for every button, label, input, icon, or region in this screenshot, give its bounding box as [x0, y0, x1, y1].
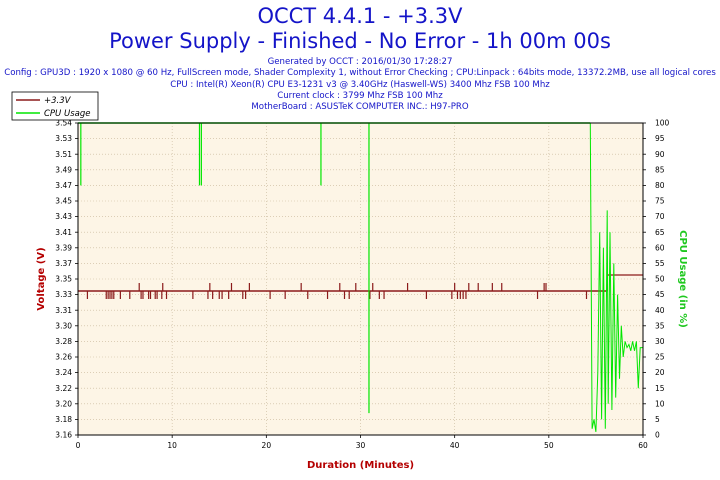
y-axis-label: Voltage (V): [36, 247, 47, 310]
legend-box: [11, 91, 99, 121]
y2-tick-label: 25: [655, 353, 665, 362]
y-tick-label: 3.18: [55, 415, 72, 424]
x-tick-label: 50: [544, 441, 554, 450]
y-tick-label: 3.20: [55, 399, 72, 408]
y-tick-label: 3.54: [55, 119, 72, 128]
y2-tick-label: 10: [655, 399, 665, 408]
y-tick-label: 3.41: [55, 228, 72, 237]
series-voltage: [78, 274, 643, 299]
y-tick-label: 3.39: [55, 243, 72, 252]
y-tick-label: 3.22: [55, 384, 72, 393]
y2-tick-label: 30: [655, 337, 665, 346]
y2-tick-label: 90: [655, 150, 665, 159]
y-tick-label: 3.51: [55, 150, 72, 159]
x-tick-label: 0: [76, 441, 81, 450]
y2-tick-label: 70: [655, 212, 665, 221]
y-tick-label: 3.24: [55, 368, 72, 377]
legend: +3.3V CPU Usage: [11, 91, 99, 121]
y-tick-label: 3.31: [55, 306, 72, 315]
y-tick-label: 3.43: [55, 212, 72, 221]
y2-tick-label: 60: [655, 243, 665, 252]
y-tick-label: 3.26: [55, 353, 72, 362]
cpu-end-noise: [589, 122, 643, 432]
y2-tick-label: 85: [655, 165, 665, 174]
y2-tick-label: 95: [655, 134, 665, 143]
x-tick-label: 60: [638, 441, 648, 450]
info-clock: Current clock : 3799 Mhz FSB 100 Mhz: [277, 91, 443, 101]
y2-tick-label: 55: [655, 259, 665, 268]
y-tick-label: 3.28: [55, 337, 72, 346]
y-tick-label: 3.30: [55, 321, 72, 330]
tick-labels: 0 10 20 30 40 50 603.163.183.203.223.243.263.2…: [55, 119, 669, 450]
y-tick-label: 3.35: [55, 275, 72, 284]
y2-tick-label: 65: [655, 228, 665, 237]
x-tick-label: 10: [167, 441, 177, 450]
y2-axis-label: CPU Usage (in %): [677, 230, 688, 328]
grid: [77, 122, 644, 436]
y-tick-label: 3.47: [55, 181, 72, 190]
y-tick-label: 3.37: [55, 259, 72, 268]
info-motherboard: MotherBoard : ASUSTeK COMPUTER INC.: H97…: [251, 102, 469, 112]
y2-tick-label: 100: [655, 119, 670, 128]
y-tick-label: 3.45: [55, 197, 72, 206]
info-cpu: CPU : Intel(R) Xeon(R) CPU E3-1231 v3 @ …: [170, 80, 550, 90]
y2-tick-label: 20: [655, 368, 665, 377]
y2-tick-label: 80: [655, 181, 665, 190]
chart-title: OCCT 4.4.1 - +3.3V: [257, 4, 463, 28]
y2-tick-label: 0: [655, 431, 660, 440]
y2-tick-label: 35: [655, 321, 665, 330]
legend-entry-voltage: +3.3V: [44, 96, 72, 106]
y-tick-label: 3.53: [55, 134, 72, 143]
y-tick-label: 3.16: [55, 431, 72, 440]
y2-tick-label: 50: [655, 275, 665, 284]
y-tick-label: 3.49: [55, 165, 72, 174]
y2-tick-label: 75: [655, 197, 665, 206]
y2-tick-label: 45: [655, 290, 665, 299]
x-tick-label: 20: [262, 441, 272, 450]
info-config: Config : GPU3D : 1920 x 1080 @ 60 Hz, Fu…: [4, 68, 716, 78]
y-tick-label: 3.33: [55, 290, 72, 299]
chart-subtitle: Power Supply - Finished - No Error - 1h …: [109, 29, 611, 53]
y2-tick-label: 40: [655, 306, 665, 315]
legend-entry-cpu-usage: CPU Usage: [44, 109, 90, 119]
x-axis-label: Duration (Minutes): [307, 460, 414, 471]
x-tick-label: 40: [450, 441, 460, 450]
y2-tick-label: 5: [655, 415, 660, 424]
info-generated: Generated by OCCT : 2016/01/30 17:28:27: [267, 57, 453, 67]
y2-tick-label: 15: [655, 384, 665, 393]
x-tick-label: 30: [356, 441, 366, 450]
